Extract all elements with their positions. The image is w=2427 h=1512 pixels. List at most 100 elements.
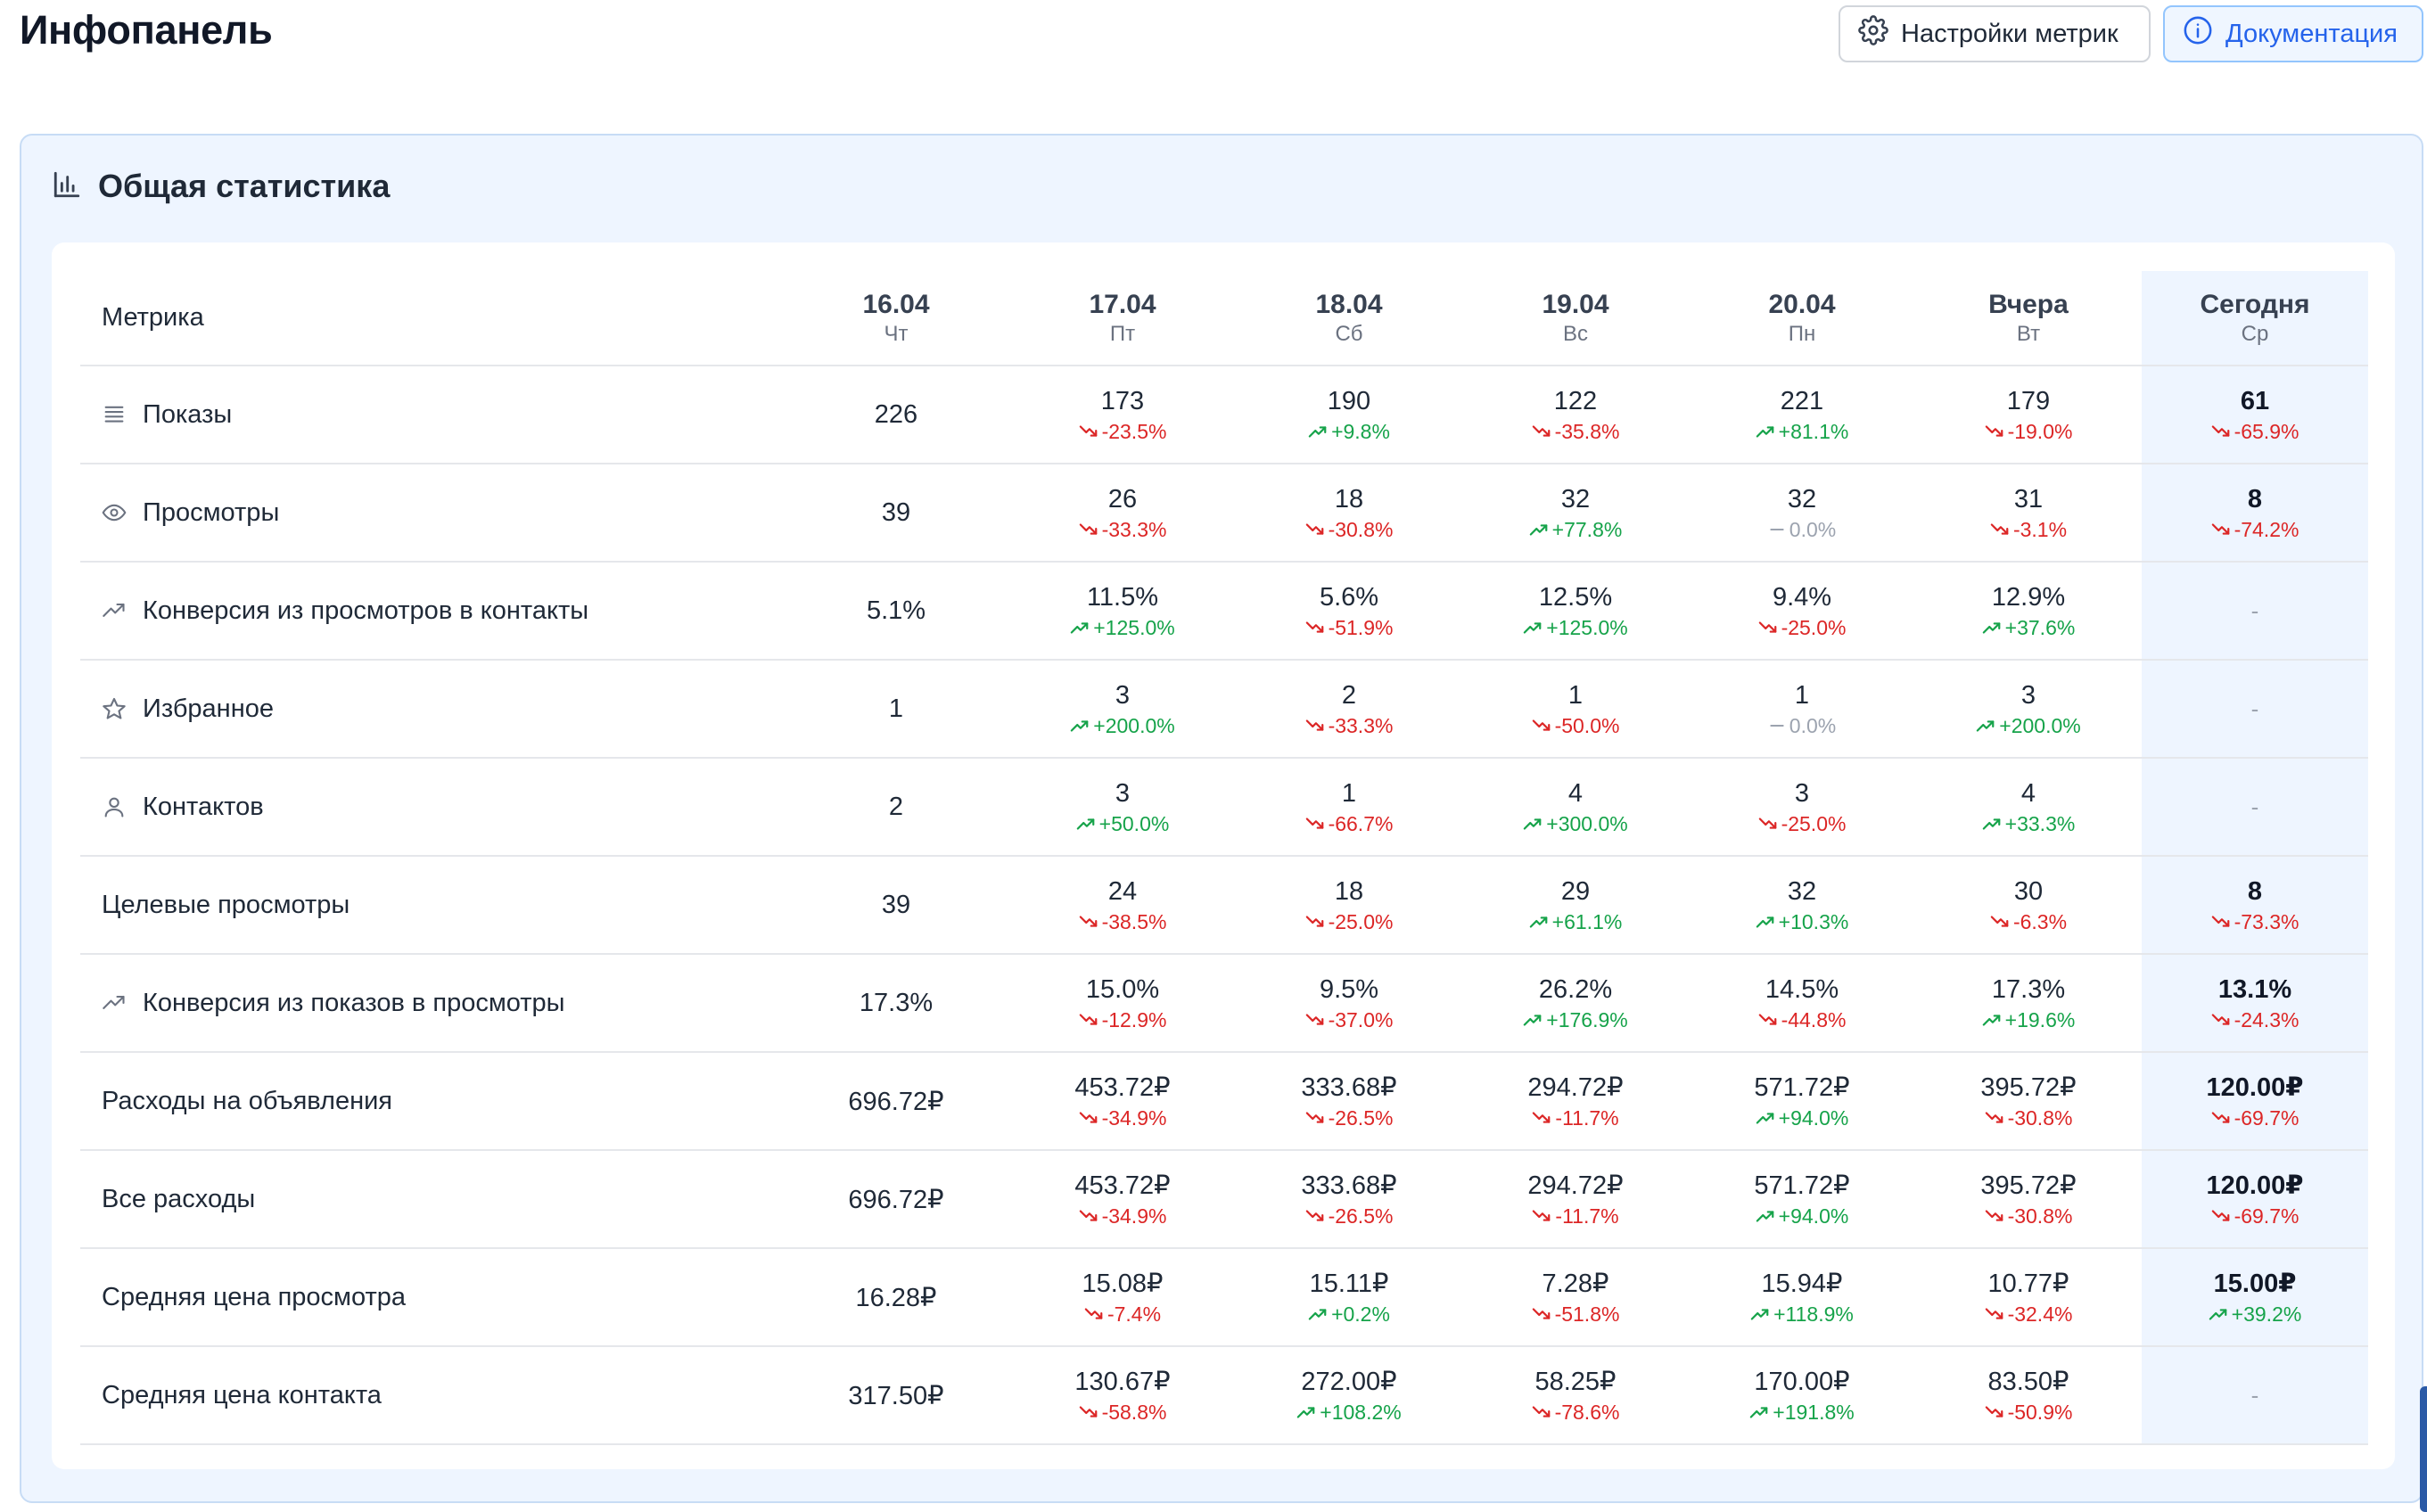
column-weekday: Пт [1109, 321, 1136, 346]
metric-label: Средняя цена просмотра [102, 1282, 407, 1311]
cell-value: 3 [1115, 680, 1131, 710]
trend-down-icon [1305, 1108, 1325, 1128]
cell-value: 122 [1553, 386, 1598, 415]
day-value-cell: 1 -50.0% [1462, 660, 1689, 759]
delta-value: +0.2% [1331, 1302, 1390, 1326]
cell-value: 9.5% [1319, 974, 1379, 1004]
delta-value: -35.8% [1554, 419, 1620, 443]
day-value-cell: 26 -33.3% [1009, 464, 1236, 563]
day-value-cell: 5.6% -51.9% [1236, 562, 1462, 661]
day-value-cell: 3 -25.0% [1689, 758, 1915, 857]
documentation-button[interactable]: Документация [2163, 5, 2423, 62]
delta-value: -58.8% [1101, 1400, 1167, 1424]
metric-column-header: Метрика [80, 271, 783, 366]
cell-delta: -74.2% [2211, 516, 2299, 543]
day-value-cell: 83.50₽ -50.9% [1915, 1346, 2142, 1445]
cell-delta: -66.7% [1305, 810, 1393, 837]
side-panel-edge[interactable] [2420, 1386, 2427, 1512]
cell-delta: -33.3% [1079, 516, 1167, 543]
cell-value: 15.08₽ [1082, 1269, 1164, 1298]
trend-up-icon [102, 598, 127, 623]
today-value-cell: 8 -73.3% [2142, 856, 2368, 955]
trend-down-icon [1532, 1206, 1551, 1226]
delta-value: -7.4% [1107, 1302, 1162, 1326]
metric-name-cell: Показы [80, 366, 783, 464]
column-header-day: Вчера Вт [1915, 271, 2142, 366]
trend-down-icon [1305, 520, 1325, 539]
trend-down-icon [1532, 1108, 1551, 1128]
trend-down-icon [1079, 1402, 1098, 1422]
delta-value: -74.2% [2234, 517, 2299, 541]
delta-value: -37.0% [1328, 1007, 1394, 1031]
cell-value: 12.5% [1538, 582, 1613, 612]
trend-up-icon [1756, 1206, 1775, 1226]
no-data-dash: - [2250, 1381, 2259, 1409]
cell-delta: +77.8% [1529, 516, 1622, 543]
day-value-cell: 453.72₽ -34.9% [1009, 1150, 1236, 1249]
trend-down-icon [1532, 422, 1551, 441]
trend-down-icon [1532, 1304, 1551, 1324]
delta-value: +37.6% [2004, 615, 2076, 639]
trend-up-icon [2209, 1304, 2228, 1324]
delta-value: -78.6% [1554, 1400, 1620, 1424]
cell-delta: -19.0% [1985, 418, 2072, 445]
table-row: Конверсия из показов в просмотры 17.3% 15.… [80, 954, 2368, 1053]
day-value-cell: 15.08₽ -7.4% [1009, 1248, 1236, 1347]
day-value-cell: 10.77₽ -32.4% [1915, 1248, 2142, 1347]
column-header-day: 17.04 Пт [1009, 271, 1236, 366]
trend-down-icon [2211, 422, 2231, 441]
day-value-cell: 7.28₽ -51.8% [1462, 1248, 1689, 1347]
cell-value: 32 [1787, 876, 1817, 906]
cell-value: 333.68₽ [1301, 1171, 1397, 1200]
metric-settings-button[interactable]: Настройки метрик [1839, 5, 2151, 62]
base-value-cell: 317.50₽ [783, 1346, 1009, 1445]
cell-delta: -24.3% [2211, 1007, 2299, 1033]
delta-value: +125.0% [1546, 615, 1628, 639]
day-value-cell: 15.0% -12.9% [1009, 954, 1236, 1053]
cell-delta: -58.8% [1079, 1399, 1167, 1426]
cell-delta: -65.9% [2211, 418, 2299, 445]
delta-value: -30.8% [2007, 1105, 2073, 1130]
cell-value: 58.25₽ [1534, 1367, 1617, 1396]
cell-delta: -50.9% [1985, 1399, 2072, 1426]
column-weekday: Сб [1335, 321, 1363, 346]
metric-name: Средняя цена контакта [102, 1381, 783, 1410]
base-value-cell: 1 [783, 660, 1009, 759]
cell-value: 173 [1100, 386, 1145, 415]
delta-value: -51.9% [1328, 615, 1394, 639]
eye-icon [102, 500, 127, 525]
delta-value: -25.0% [1781, 811, 1847, 835]
cell-value: 26.2% [1538, 974, 1613, 1004]
cell-value: 12.9% [1991, 582, 2066, 612]
cell-value: 14.5% [1765, 974, 1839, 1004]
day-value-cell: 2 -33.3% [1236, 660, 1462, 759]
cell-value: 221 [1780, 386, 1824, 415]
cell-delta: +50.0% [1076, 810, 1169, 837]
cell-delta: -30.8% [1305, 516, 1393, 543]
delta-value: +61.1% [1551, 909, 1623, 933]
cell-delta: +125.0% [1070, 614, 1175, 641]
trend-down-icon [1532, 716, 1551, 735]
delta-value: +94.0% [1778, 1204, 1849, 1228]
delta-value: +200.0% [1999, 713, 2081, 737]
cell-delta: +118.9% [1750, 1301, 1854, 1327]
column-header-today: Сегодня Ср [2142, 271, 2368, 366]
delta-value: +10.3% [1778, 909, 1849, 933]
base-value-cell: 39 [783, 464, 1009, 563]
delta-value: -33.3% [1101, 517, 1167, 541]
cell-delta: -11.7% [1532, 1105, 1619, 1131]
cell-value: 5.6% [1319, 582, 1379, 612]
delta-value: -25.0% [1328, 909, 1394, 933]
cell-value: 1 [1794, 681, 1810, 710]
cell-delta: -50.0% [1532, 712, 1619, 739]
trend-down-icon [1079, 520, 1098, 539]
base-value-cell: 5.1% [783, 562, 1009, 661]
delta-value: -73.3% [2234, 909, 2299, 933]
cell-delta: +300.0% [1523, 810, 1628, 837]
delta-value: -65.9% [2234, 419, 2299, 443]
cell-value: 8 [2247, 876, 2263, 906]
delta-value: -51.8% [1554, 1302, 1620, 1326]
minus-icon [1768, 521, 1786, 538]
cell-value: 294.72₽ [1527, 1072, 1624, 1102]
day-value-cell: 4 +33.3% [1915, 758, 2142, 857]
